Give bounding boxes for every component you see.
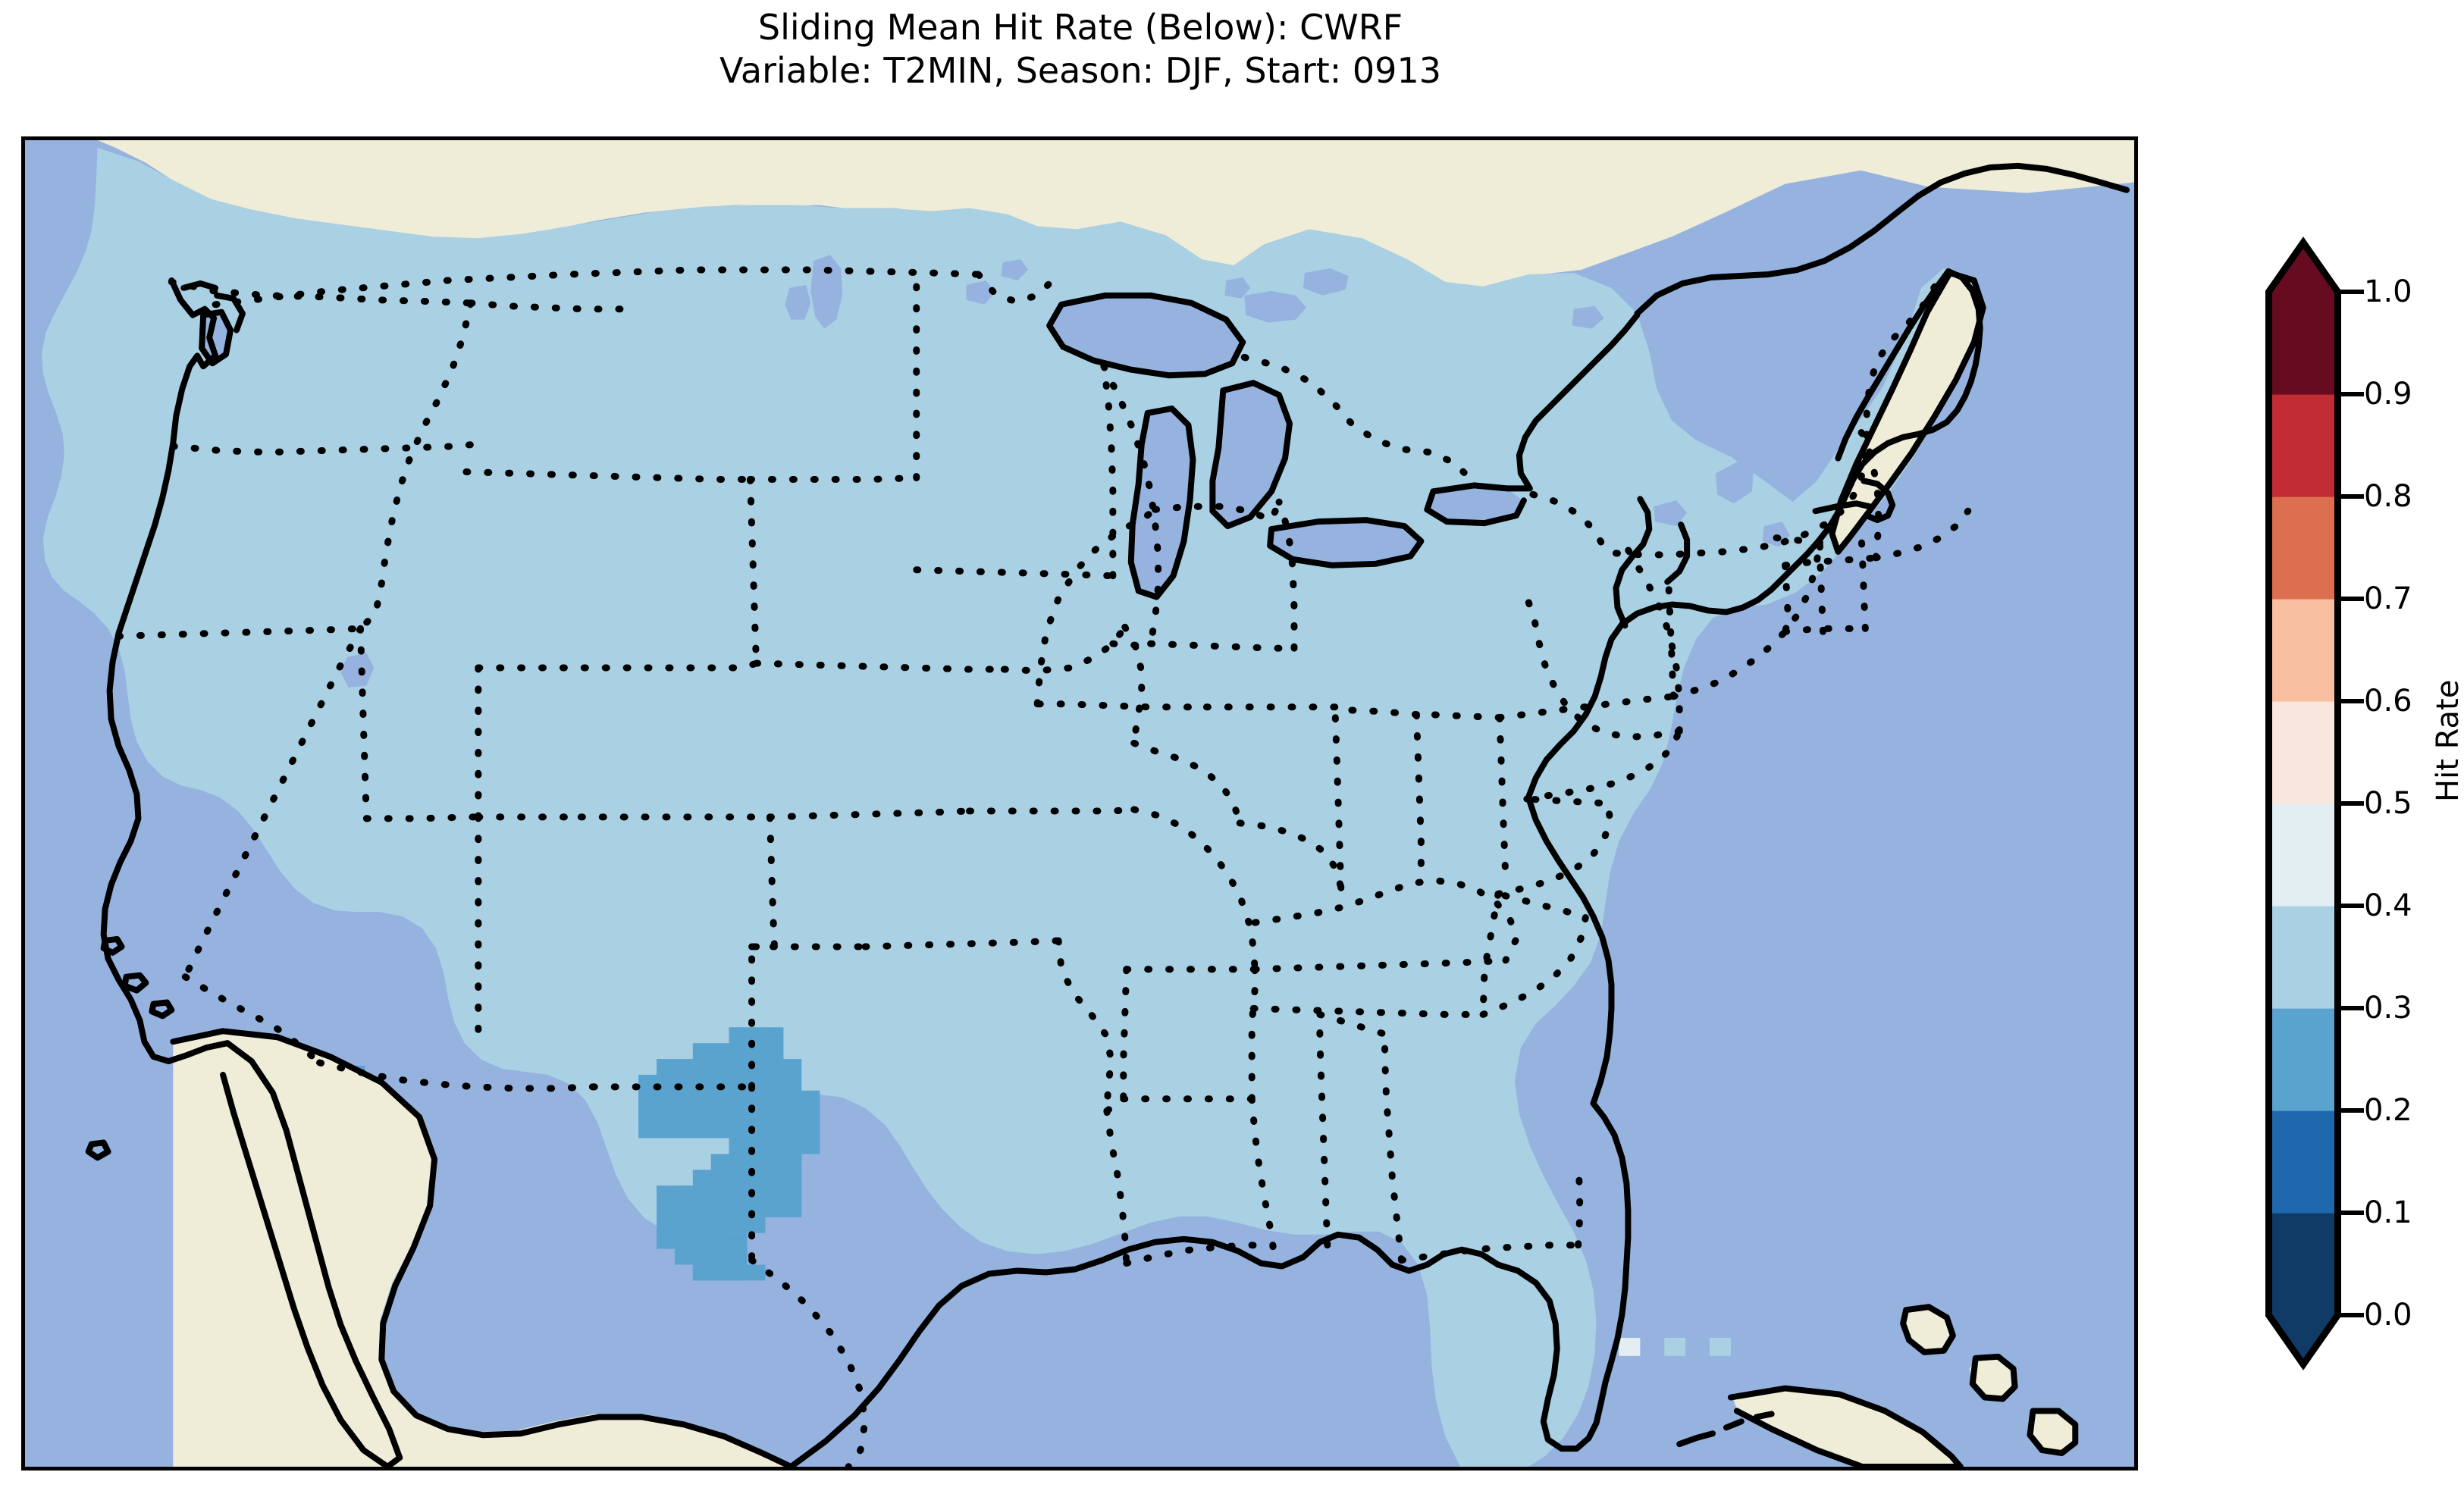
colorbar-band-9 (2265, 292, 2341, 395)
colorbar-band-2 (2265, 1008, 2341, 1111)
colorbar-band-8 (2265, 394, 2341, 497)
colorbar-band-6 (2265, 599, 2341, 702)
colorbar-band-5 (2265, 701, 2341, 804)
coastlines (85, 162, 2130, 1467)
colorbar-tick-label-2: 0.8 (2364, 479, 2412, 514)
high-hit-rate-cell-florida-keys (1619, 1337, 1641, 1356)
canada-landmass (97, 140, 2134, 288)
great-lakes (199, 255, 1790, 687)
hit-rate-cell-keys-b (1664, 1337, 1686, 1356)
title-line-1: Sliding Mean Hit Rate (Below): CWRF (757, 7, 1403, 48)
colorbar-tick-label-10: 0.0 (2364, 1298, 2412, 1333)
colorbar-canvas (2265, 236, 2364, 1370)
title-line-2: Variable: T2MIN, Season: DJF, Start: 091… (719, 50, 1441, 92)
colorbar-tick-label-4: 0.6 (2364, 684, 2412, 719)
colorbar-band-4 (2265, 803, 2341, 907)
hit-rate-cell-keys-c (1710, 1337, 1731, 1356)
cuba-landmass (1732, 1388, 1959, 1467)
bahamas-landmass-2 (1969, 1356, 2015, 1399)
conus-fill-band-030-040 (41, 147, 1979, 1467)
map-axes[interactable] (21, 136, 2138, 1471)
colorbar-band-0 (2265, 1213, 2341, 1316)
state-borders (115, 266, 1972, 1467)
colorbar-band-3 (2265, 906, 2341, 1009)
colorbar-tick-label-5: 0.5 (2364, 786, 2412, 821)
colorbar-tick-label-7: 0.3 (2364, 991, 2412, 1026)
colorbar-bands (2265, 292, 2341, 1316)
colorbar-over-arrow (2265, 241, 2341, 292)
colorbar-band-7 (2265, 496, 2341, 600)
colorbar-band-1 (2265, 1110, 2341, 1214)
colorbar-axis-label: Hit Rate (2431, 679, 2464, 802)
colorbar-tick-label-8: 0.2 (2364, 1093, 2412, 1128)
figure-title: Sliding Mean Hit Rate (Below): CWRF Vari… (0, 6, 2161, 92)
colorbar-ticks (2338, 290, 2364, 1317)
colorbar-tick-label-0: 1.0 (2364, 274, 2412, 309)
colorbar-tick-label-1: 0.9 (2364, 377, 2412, 412)
colorbar-tick-label-6: 0.4 (2364, 888, 2412, 923)
colorbar-under-arrow (2265, 1315, 2341, 1366)
bahamas-landmass (1903, 1307, 1953, 1352)
colorbar-outline (2265, 236, 2341, 1370)
colorbar-axes[interactable] (2265, 236, 2364, 1370)
colorbar-tick-label-9: 0.1 (2364, 1195, 2412, 1230)
colorbar-tick-label-3: 0.7 (2364, 581, 2412, 616)
bahamas-landmass-3 (2028, 1411, 2076, 1454)
map-canvas (25, 140, 2134, 1467)
